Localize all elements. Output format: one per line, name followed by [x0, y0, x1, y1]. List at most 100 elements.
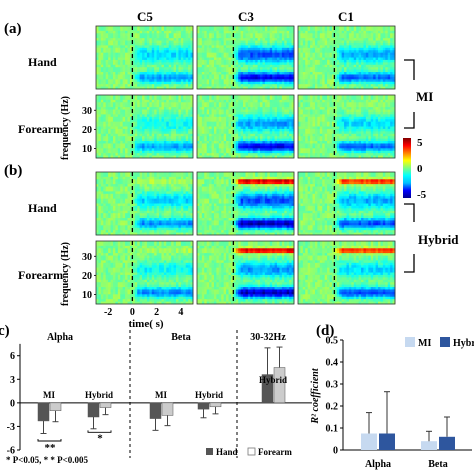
heatmap-cell — [385, 33, 389, 37]
heatmap-cell — [204, 26, 208, 29]
heatmap-cell — [322, 33, 326, 37]
heatmap-cell — [132, 102, 136, 106]
heatmap-cell — [257, 81, 261, 85]
heatmap-cell — [213, 104, 217, 108]
heatmap-cell — [264, 155, 268, 159]
heatmap-cell — [137, 126, 141, 130]
heatmap-cell — [105, 145, 109, 149]
heatmap-cell — [252, 62, 256, 66]
heatmap-cell — [348, 72, 352, 75]
heatmap-cell — [317, 79, 321, 83]
heatmap-cell — [197, 26, 200, 29]
heatmap-cell — [185, 33, 189, 37]
heatmap-cell — [103, 52, 107, 56]
heatmap-cell — [197, 45, 200, 49]
heatmap-cell — [257, 111, 261, 115]
heatmap-cell — [390, 81, 393, 85]
heatmap-cell — [238, 99, 242, 103]
heatmap-cell — [238, 126, 242, 130]
heatmap-cell — [163, 26, 167, 29]
heatmap-cell — [341, 84, 345, 87]
heatmap-cell — [154, 119, 158, 123]
heatmap-cell — [201, 67, 205, 71]
heatmap-cell — [218, 35, 222, 39]
heatmap-cell — [221, 62, 225, 66]
heatmap-cell — [375, 62, 379, 66]
heatmap-cell — [163, 104, 167, 108]
heatmap-cell — [218, 107, 222, 110]
heatmap-cell — [233, 86, 237, 90]
heatmap-cell — [178, 133, 182, 137]
heatmap-cell — [233, 153, 237, 156]
heatmap-cell — [317, 35, 321, 39]
heatmap-cell — [322, 79, 326, 83]
heatmap-cell — [180, 33, 184, 37]
heatmap-cell — [245, 95, 249, 98]
heatmap-cell — [286, 72, 290, 75]
heatmap-cell — [161, 52, 165, 56]
heatmap-cell — [125, 133, 128, 137]
heatmap-cell — [230, 40, 234, 44]
heatmap-cell — [324, 74, 328, 78]
heatmap-cell — [218, 33, 222, 37]
heatmap-cell — [331, 64, 335, 68]
heatmap-cell — [146, 99, 150, 103]
heatmap-cell — [238, 95, 242, 98]
heatmap-cell — [149, 38, 153, 41]
heatmap-cell — [159, 57, 162, 61]
heatmap-cell — [183, 45, 187, 49]
heatmap-cell — [166, 148, 170, 152]
heatmap-cell — [154, 84, 158, 87]
heatmap-cell — [272, 107, 275, 110]
heatmap-cell — [108, 131, 111, 135]
heatmap-cell — [134, 145, 138, 149]
heatmap-cell — [96, 84, 99, 87]
heatmap-cell — [228, 109, 232, 113]
heatmap-cell — [105, 119, 109, 123]
heatmap-cell — [112, 55, 116, 58]
heatmap-cell — [163, 62, 167, 66]
heatmap-cell — [272, 104, 275, 108]
heatmap-cell — [163, 131, 167, 135]
heatmap-cell — [284, 33, 288, 37]
heatmap-cell — [103, 133, 107, 137]
heatmap-cell — [267, 55, 271, 58]
heatmap-cell — [382, 42, 386, 46]
heatmap-cell — [204, 40, 208, 44]
heatmap-cell — [110, 145, 114, 149]
heatmap-cell — [178, 138, 182, 142]
heatmap-cell — [262, 86, 266, 90]
heatmap-cell — [284, 79, 288, 83]
heatmap-cell — [188, 55, 191, 58]
heatmap-cell — [358, 72, 362, 75]
heatmap-cell — [247, 145, 251, 149]
heatmap-cell — [226, 67, 229, 71]
heatmap-cell — [144, 136, 148, 140]
heatmap-cell — [322, 67, 326, 71]
heatmap-cell — [211, 33, 215, 37]
heatmap-cell — [274, 40, 278, 44]
heatmap-cell — [168, 59, 172, 63]
heatmap-cell — [110, 79, 114, 83]
heatmap-cell — [269, 145, 273, 149]
heatmap-cell — [103, 47, 107, 51]
heatmap-cell — [115, 55, 119, 58]
heatmap-cell — [368, 47, 372, 51]
heatmap-cell — [159, 62, 162, 66]
heatmap-cell — [103, 28, 107, 32]
heatmap-cell — [127, 99, 131, 103]
heatmap-cell — [171, 67, 174, 71]
heatmap-cell — [307, 64, 311, 68]
heatmap-cell — [149, 116, 153, 120]
heatmap-cell — [238, 114, 242, 118]
heatmap-cell — [108, 42, 111, 46]
heatmap-cell — [120, 128, 124, 132]
heatmap-cell — [100, 55, 104, 58]
heatmap-cell — [185, 35, 189, 39]
heatmap-cell — [228, 40, 232, 44]
heatmap-cell — [96, 38, 99, 41]
heatmap-cell — [336, 50, 340, 54]
heatmap-cell — [98, 55, 102, 58]
heatmap-cell — [183, 150, 187, 154]
heatmap-cell — [204, 62, 208, 66]
